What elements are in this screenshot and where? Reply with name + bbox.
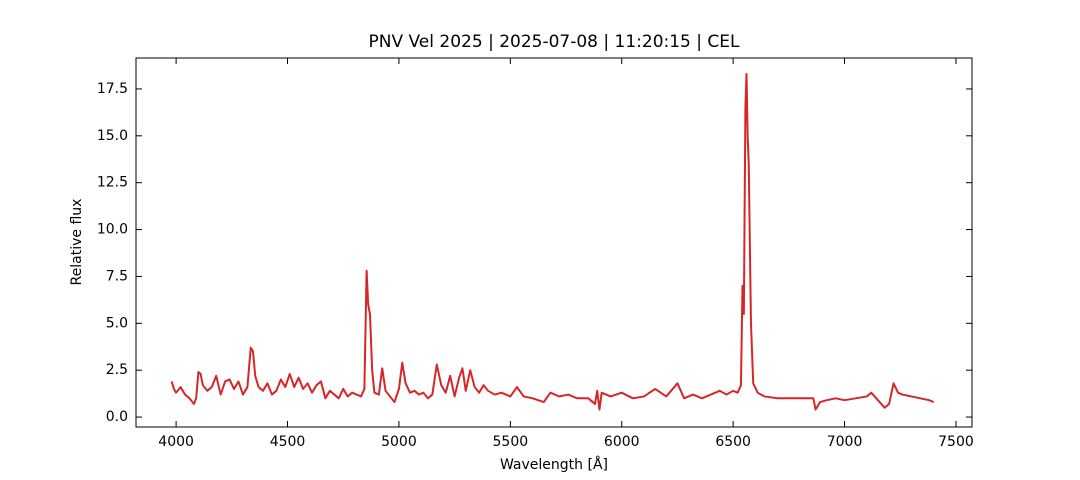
x-tick-label: 6500 (715, 434, 751, 450)
chart-title: PNV Vel 2025 | 2025-07-08 | 11:20:15 | C… (369, 32, 741, 52)
x-tick-label: 7000 (827, 434, 863, 450)
x-tick-label: 4500 (270, 434, 306, 450)
x-axis-label: Wavelength [Å] (500, 456, 608, 473)
x-tick-label: 5000 (381, 434, 417, 450)
y-tick-label: 10.0 (97, 222, 128, 238)
y-tick-label: 0.0 (106, 409, 128, 425)
y-axis-label: Relative flux (69, 199, 85, 286)
plot-frame (135, 57, 973, 428)
x-tick-label: 6000 (604, 434, 640, 450)
y-tick-label: 17.5 (97, 81, 128, 97)
y-tick-label: 12.5 (97, 175, 128, 191)
y-tick-label: 7.5 (106, 268, 128, 284)
y-tick-label: 2.5 (106, 362, 128, 378)
x-tick-label: 4000 (158, 434, 194, 450)
y-tick-label: 5.0 (106, 315, 128, 331)
x-tick-label: 5500 (493, 434, 529, 450)
spectrum-line (170, 72, 935, 411)
x-tick-label: 7500 (938, 434, 974, 450)
y-tick-label: 15.0 (97, 128, 128, 144)
